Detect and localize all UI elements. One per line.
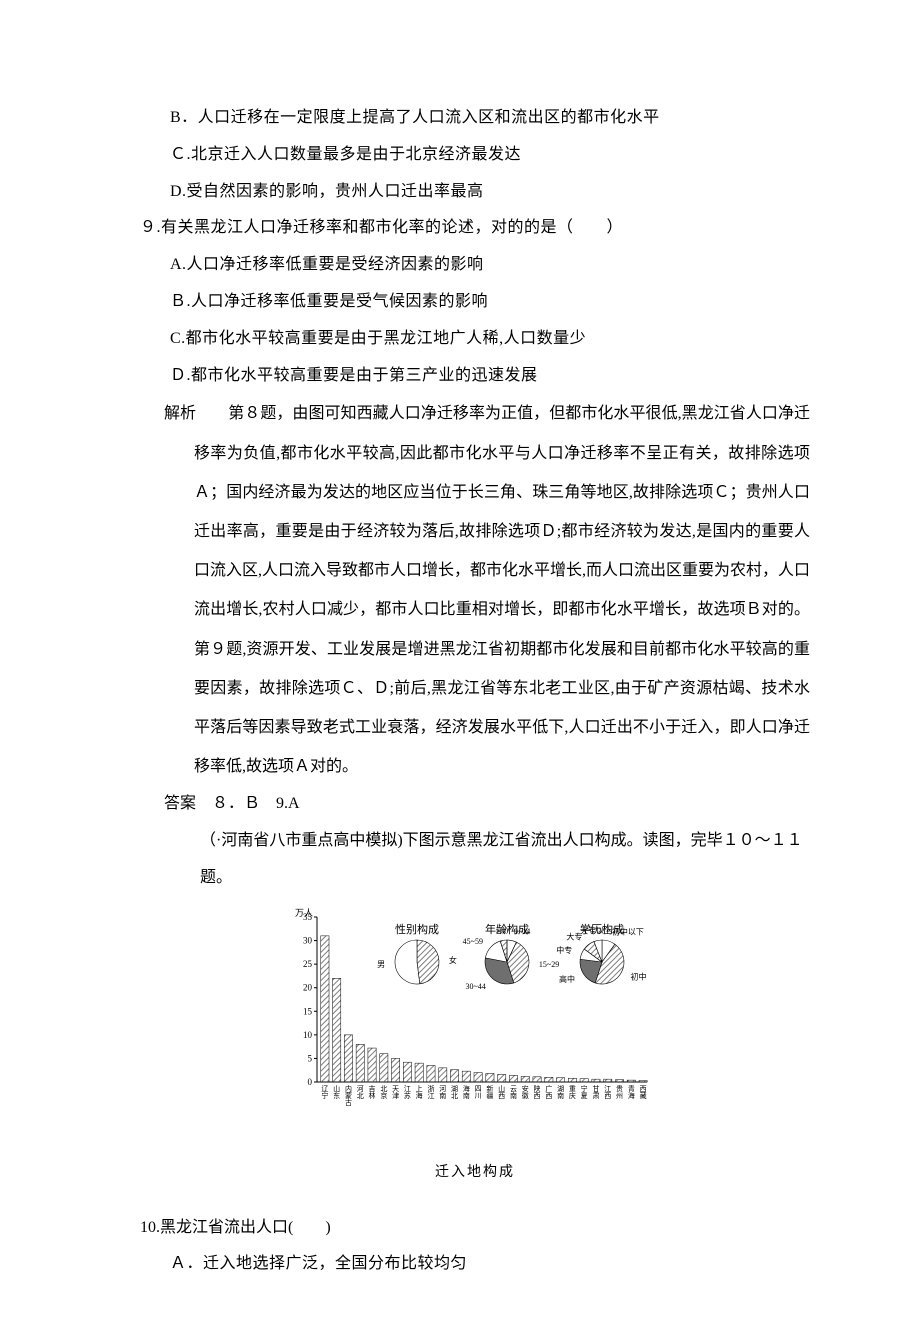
chart-caption: 迁入地构成 xyxy=(140,1157,810,1189)
svg-text:初中: 初中 xyxy=(631,971,647,981)
svg-text:江苏: 江苏 xyxy=(404,1085,411,1100)
svg-text:≥60: ≥60 xyxy=(496,926,508,935)
svg-text:男: 男 xyxy=(377,960,385,969)
svg-text:河南: 河南 xyxy=(439,1085,446,1100)
q8-opt-b: B．人口迁移在一定限度上提高了人口流入区和流出区的都市化水平 xyxy=(140,100,810,137)
q9-opt-a: A.人口净迁移率低重要是受经济因素的影响 xyxy=(140,247,810,284)
svg-text:湖南: 湖南 xyxy=(557,1084,564,1100)
explanation-block: 解析 第８题，由图可知西藏人口净迁移率为正值，但都市化水平很低,黑龙江省人口净迁… xyxy=(140,394,810,786)
svg-text:大专以上: 大专以上 xyxy=(580,925,612,935)
svg-text:湖北: 湖北 xyxy=(451,1084,458,1100)
q9-opt-b: Ｂ.人口净迁移率低重要是受气候因素的影响 xyxy=(140,284,810,321)
svg-text:初中以下: 初中以下 xyxy=(612,926,644,936)
answer-line: 答案 ８．Ｂ 9.A xyxy=(140,786,810,823)
svg-text:5: 5 xyxy=(308,1053,313,1063)
svg-text:35: 35 xyxy=(303,912,313,922)
source-line: （·河南省八市重点高中模拟)下图示意黑龙江省流出人口构成。读图，完毕１０～１１题… xyxy=(140,823,810,897)
svg-text:吉林: 吉林 xyxy=(369,1085,376,1100)
svg-text:江西: 江西 xyxy=(604,1085,611,1100)
svg-text:30~44: 30~44 xyxy=(466,982,486,991)
svg-text:浙江: 浙江 xyxy=(427,1084,434,1100)
q8-opt-d: D.受自然因素的影响，贵州人口迁出率最高 xyxy=(140,174,810,211)
svg-text:甘肃: 甘肃 xyxy=(592,1084,599,1100)
explanation-text: 第８题，由图可知西藏人口净迁移率为正值，但都市化水平很低,黑龙江省人口净迁移率为… xyxy=(194,405,810,775)
svg-text:安徽: 安徽 xyxy=(522,1084,529,1100)
svg-text:性别构成: 性别构成 xyxy=(395,922,439,936)
svg-text:河北: 河北 xyxy=(357,1085,364,1100)
svg-text:0: 0 xyxy=(308,1077,313,1087)
svg-text:贵州: 贵州 xyxy=(616,1084,623,1100)
svg-text:10: 10 xyxy=(303,1029,313,1039)
svg-text:云南: 云南 xyxy=(510,1085,517,1100)
svg-text:海南: 海南 xyxy=(463,1084,470,1100)
svg-text:陕西: 陕西 xyxy=(534,1084,541,1100)
chart-container: 万人05101520253035辽宁山东内蒙古河北吉林北京天津江苏上海浙江河南湖… xyxy=(140,897,810,1210)
q9-stem: ９.有关黑龙江人口净迁移率和都市化率的论述，对的的是（ ） xyxy=(140,210,810,247)
svg-text:15~29: 15~29 xyxy=(539,960,559,969)
q10-opt-a: Ａ．迁入地选择广泛，全国分布比较均匀 xyxy=(140,1246,810,1283)
svg-text:0~14: 0~14 xyxy=(514,926,530,935)
svg-text:45~59: 45~59 xyxy=(463,936,483,945)
svg-text:山西: 山西 xyxy=(498,1084,505,1100)
svg-text:25: 25 xyxy=(303,959,313,969)
svg-text:中专: 中专 xyxy=(556,945,572,955)
svg-text:重庆: 重庆 xyxy=(569,1085,576,1100)
q9-opt-d: Ｄ.都市化水平较高重要是由于第三产业的迅速发展 xyxy=(140,358,810,395)
svg-text:天津: 天津 xyxy=(392,1085,399,1100)
q10-stem: 10.黑龙江省流出人口( ) xyxy=(140,1210,810,1247)
svg-text:西藏: 西藏 xyxy=(640,1085,647,1100)
svg-text:广西: 广西 xyxy=(545,1084,552,1100)
svg-text:高中: 高中 xyxy=(559,974,575,984)
svg-text:上海: 上海 xyxy=(416,1084,423,1100)
explain-label: 解析 xyxy=(164,405,196,422)
svg-text:四川: 四川 xyxy=(475,1085,482,1100)
population-chart: 万人05101520253035辽宁山东内蒙古河北吉林北京天津江苏上海浙江河南湖… xyxy=(275,907,675,1137)
svg-text:宁夏: 宁夏 xyxy=(581,1084,588,1100)
svg-text:辽宁: 辽宁 xyxy=(321,1085,328,1100)
svg-text:新疆: 新疆 xyxy=(486,1084,493,1100)
svg-text:15: 15 xyxy=(303,1006,313,1016)
svg-text:北京: 北京 xyxy=(380,1085,387,1100)
svg-text:内蒙古: 内蒙古 xyxy=(345,1084,352,1107)
svg-text:青海: 青海 xyxy=(628,1084,635,1100)
svg-text:20: 20 xyxy=(303,982,313,992)
svg-text:山东: 山东 xyxy=(333,1084,340,1100)
q8-opt-c: Ｃ.北京迁入人口数量最多是由于北京经济最发达 xyxy=(140,137,810,174)
svg-text:30: 30 xyxy=(303,935,313,945)
svg-text:女: 女 xyxy=(449,955,457,965)
q9-opt-c: C.都市化水平较高重要是由于黑龙江地广人稀,人口数量少 xyxy=(140,321,810,358)
